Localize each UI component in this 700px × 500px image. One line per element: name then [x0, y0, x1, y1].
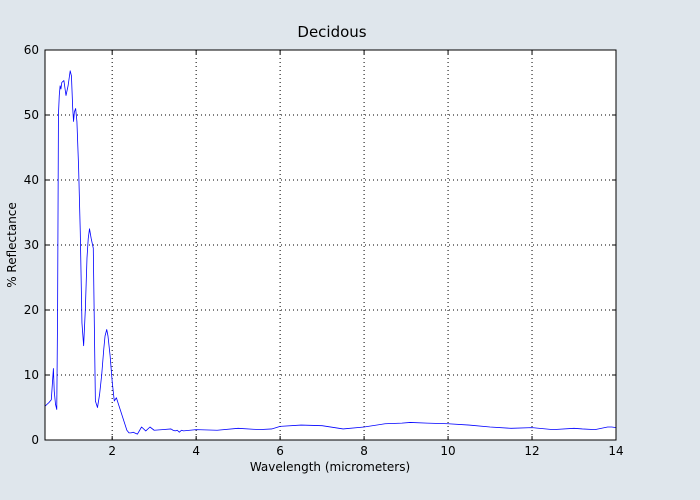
- series-layer: [44, 70, 617, 435]
- y-tick-label: 40: [24, 173, 39, 187]
- y-axis-label: % Reflectance: [5, 202, 19, 288]
- x-axis-label: Wavelength (micrometers): [250, 460, 410, 474]
- x-tick-label: 6: [276, 444, 284, 458]
- axis-ticks: 2 4 6 8 10 12 14 0 10 20 30 40 50 60: [24, 43, 624, 458]
- x-tick-label: 10: [440, 444, 455, 458]
- y-tick-label: 10: [24, 368, 39, 382]
- plot-area-background: [45, 50, 616, 440]
- x-tick-label: 2: [108, 444, 116, 458]
- y-tick-label: 0: [31, 433, 39, 447]
- y-tick-label: 60: [24, 43, 39, 57]
- x-tick-label: 14: [608, 444, 623, 458]
- grid-lines: [45, 50, 616, 440]
- y-tick-label: 30: [24, 238, 39, 252]
- y-tick-label: 50: [24, 108, 39, 122]
- chart-title: Decidous: [297, 23, 366, 41]
- x-tick-label: 4: [192, 444, 200, 458]
- y-tick-label: 20: [24, 303, 39, 317]
- reflectance-series-line: [44, 70, 617, 435]
- x-tick-label: 8: [360, 444, 368, 458]
- x-tick-label: 12: [524, 444, 539, 458]
